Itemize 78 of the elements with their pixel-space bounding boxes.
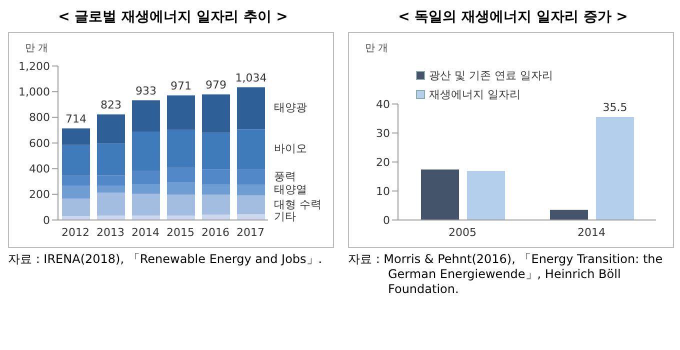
bar — [167, 95, 195, 130]
bar — [62, 216, 90, 220]
bar — [167, 130, 195, 168]
x-tick-label: 2014 — [132, 226, 160, 239]
bar — [132, 131, 160, 170]
x-tick-label: 2014 — [578, 226, 606, 239]
chart-title: < 글로벌 재생에너지 일자리 추이 > — [57, 8, 289, 27]
bar — [97, 192, 125, 216]
text: 자료 : IRENA(2018), 「Renewable Energy and Jobs」. — [8, 252, 324, 267]
total-label: 979 — [206, 78, 226, 92]
bar — [202, 194, 230, 215]
series-label: 태양열 — [274, 183, 307, 198]
series-label: 기타 — [274, 210, 296, 224]
bar — [167, 168, 195, 182]
data-label: 35.5 — [602, 101, 628, 114]
y-tick-label: 800 — [29, 111, 50, 124]
total-label: 714 — [66, 112, 86, 126]
bar — [237, 214, 265, 220]
bar — [97, 175, 125, 186]
x-tick-label: 2005 — [448, 226, 476, 239]
bar — [167, 182, 195, 194]
bar — [62, 176, 90, 186]
bar — [202, 94, 230, 133]
y-tick-label: 400 — [29, 162, 50, 176]
series-label: 풍력 — [274, 170, 296, 184]
total-label: 1,034 — [235, 71, 267, 84]
bar — [202, 169, 230, 185]
bar — [132, 170, 160, 184]
x-tick-label: 2016 — [202, 226, 230, 239]
bar — [237, 129, 265, 170]
total-label: 971 — [170, 79, 192, 92]
bar — [550, 210, 588, 220]
bar — [202, 132, 230, 170]
bar — [97, 186, 125, 193]
bar — [421, 170, 459, 220]
bar — [97, 114, 125, 144]
legend-label: 광산 및 기존 연료 일자리 — [428, 68, 553, 83]
bar — [237, 195, 265, 214]
bar — [237, 184, 265, 196]
y-tick-label: 1,200 — [18, 60, 50, 73]
y-tick-label: 30 — [376, 126, 390, 140]
bar — [237, 170, 265, 185]
bar — [467, 170, 505, 220]
bar — [202, 184, 230, 195]
bar — [62, 186, 90, 199]
bar — [132, 100, 160, 132]
chart-title: < 독일의 재생에너지 일자리 증가 > — [397, 8, 629, 27]
x-tick-label: 2013 — [96, 226, 124, 239]
bar — [596, 117, 634, 220]
y-axis-title: 만 개 — [25, 42, 48, 55]
y-tick-label: 200 — [29, 188, 50, 202]
bar — [167, 194, 195, 216]
y-axis-title: 만 개 — [365, 42, 388, 55]
series-label: 바이오 — [274, 142, 307, 156]
bar — [62, 144, 90, 176]
bar — [132, 184, 160, 194]
text: 자료 : Morris & Pehnt(2016), 「Energy Transition: the German Energiewende」, Heinrich Böll Foundation. — [348, 252, 664, 297]
bar — [132, 194, 160, 216]
x-tick-label: 2017 — [236, 226, 264, 239]
bar — [62, 128, 90, 145]
bar — [97, 143, 125, 176]
bar — [202, 214, 230, 220]
x-tick-label: 2015 — [166, 226, 194, 239]
y-tick-label: 0 — [43, 214, 50, 227]
total-label: 933 — [136, 84, 156, 98]
y-tick-label: 40 — [376, 98, 390, 111]
y-tick-label: 10 — [376, 184, 390, 198]
y-tick-label: 1,000 — [18, 86, 50, 99]
y-tick-label: 20 — [376, 156, 390, 169]
bar — [237, 87, 265, 130]
x-tick-label: 2012 — [62, 226, 90, 239]
total-label: 823 — [100, 98, 122, 112]
legend-label: 재생에너지 일자리 — [428, 87, 522, 102]
y-tick-label: 0 — [383, 214, 390, 227]
series-label: 대형 수력 — [274, 198, 322, 212]
y-tick-label: 600 — [29, 136, 50, 150]
series-label: 태양광 — [274, 101, 307, 116]
bar — [62, 198, 90, 216]
